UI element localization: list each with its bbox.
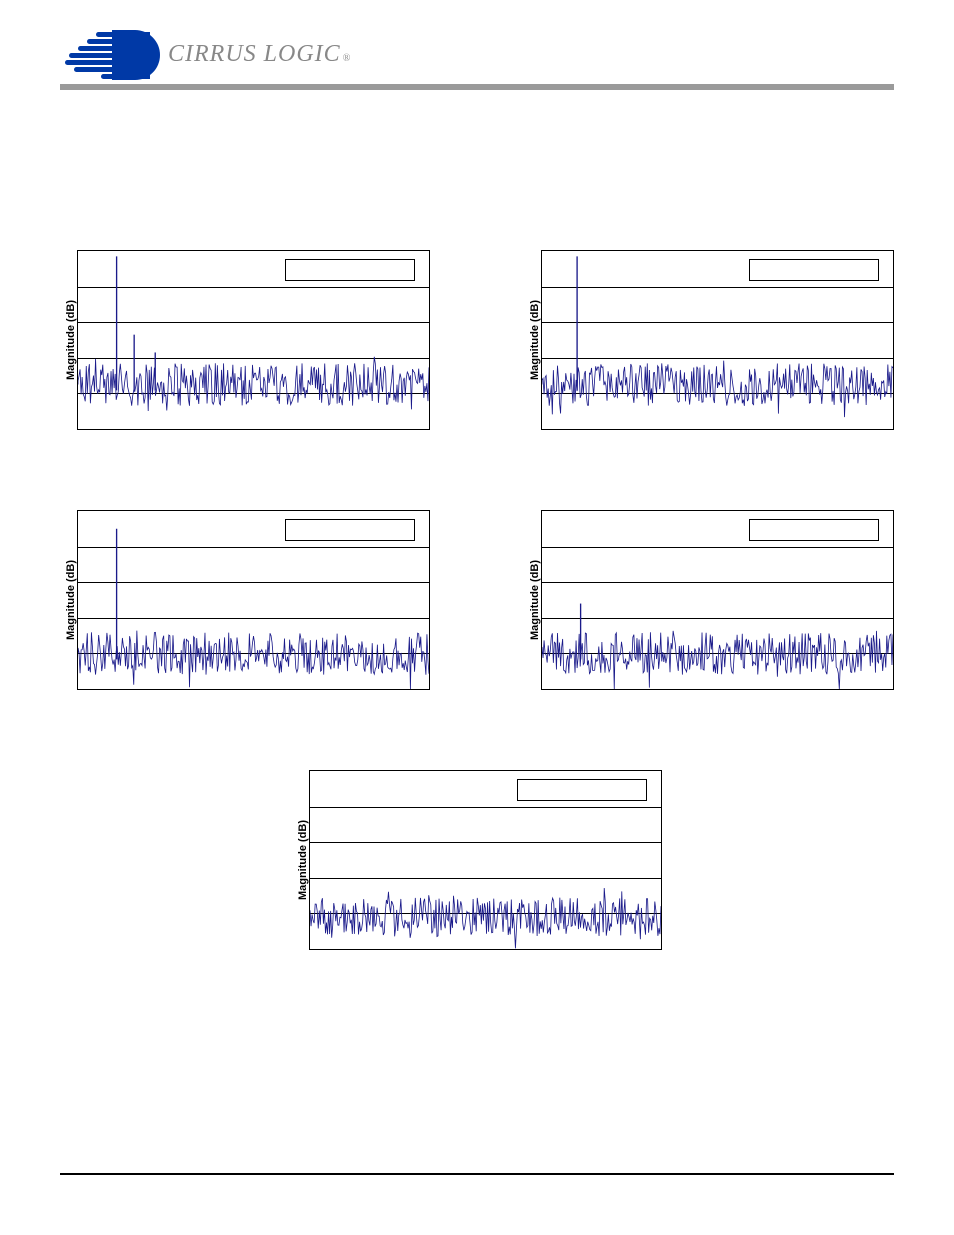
chart-1-legend	[285, 259, 415, 281]
charts-grid: Magnitude (dB) Magnitude (dB) Magnitude …	[60, 130, 894, 1020]
chart-2-plot	[541, 250, 894, 430]
chart-1: Magnitude (dB)	[60, 240, 430, 440]
chart-4-ylabel: Magnitude (dB)	[524, 560, 541, 640]
chart-5-ylabel: Magnitude (dB)	[292, 820, 309, 900]
chart-5-legend	[517, 779, 647, 801]
chart-1-ylabel: Magnitude (dB)	[60, 300, 77, 380]
chart-4-plot	[541, 510, 894, 690]
chart-3-ylabel: Magnitude (dB)	[60, 560, 77, 640]
chart-5: Magnitude (dB)	[292, 760, 662, 960]
chart-2-ylabel: Magnitude (dB)	[524, 300, 541, 380]
brand-name: CIRRUS LOGIC ®	[168, 41, 351, 68]
brand-text: CIRRUS LOGIC	[168, 41, 341, 68]
chart-3: Magnitude (dB)	[60, 500, 430, 700]
chart-5-plot	[309, 770, 662, 950]
registered-icon: ®	[343, 53, 352, 64]
chart-3-plot	[77, 510, 430, 690]
chart-3-legend	[285, 519, 415, 541]
header: CIRRUS LOGIC ®	[60, 30, 894, 78]
chart-5-row: Magnitude (dB)	[60, 760, 894, 1020]
chart-2: Magnitude (dB)	[524, 240, 894, 440]
footer-divider	[60, 1173, 894, 1175]
logo-stripes-icon	[60, 30, 150, 78]
chart-2-legend	[749, 259, 879, 281]
header-divider	[60, 84, 894, 90]
chart-1-plot	[77, 250, 430, 430]
logo: CIRRUS LOGIC ®	[60, 30, 351, 78]
chart-4: Magnitude (dB)	[524, 500, 894, 700]
chart-4-legend	[749, 519, 879, 541]
